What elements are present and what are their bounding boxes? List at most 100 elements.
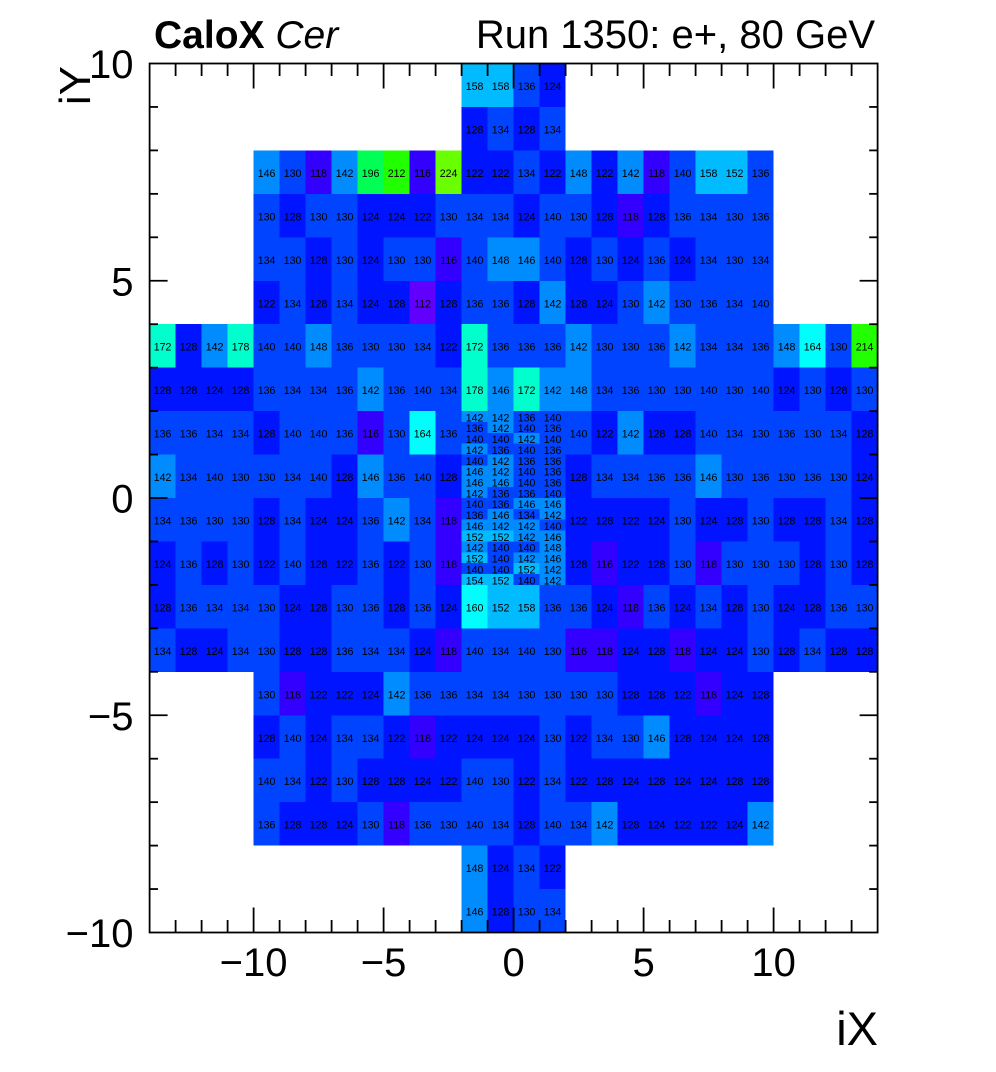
- svg-text:122: 122: [674, 820, 692, 832]
- svg-text:128: 128: [284, 211, 302, 223]
- svg-text:124: 124: [284, 602, 302, 614]
- svg-text:124: 124: [336, 820, 354, 832]
- svg-text:128: 128: [648, 429, 666, 441]
- svg-text:224: 224: [440, 168, 458, 180]
- svg-text:130: 130: [674, 559, 692, 571]
- svg-text:124: 124: [726, 646, 744, 658]
- svg-text:142: 142: [492, 521, 510, 533]
- svg-text:178: 178: [232, 342, 250, 354]
- svg-text:142: 142: [544, 575, 562, 587]
- svg-text:130: 130: [726, 559, 744, 571]
- svg-text:128: 128: [570, 298, 588, 310]
- svg-text:172: 172: [518, 385, 536, 397]
- svg-text:142: 142: [388, 516, 406, 528]
- svg-text:124: 124: [492, 733, 510, 745]
- svg-text:142: 142: [570, 342, 588, 354]
- svg-text:140: 140: [284, 342, 302, 354]
- svg-text:136: 136: [700, 298, 718, 310]
- svg-text:130: 130: [258, 646, 276, 658]
- svg-text:130: 130: [674, 385, 692, 397]
- svg-text:10: 10: [89, 43, 134, 87]
- svg-text:130: 130: [336, 776, 354, 788]
- svg-text:142: 142: [544, 510, 562, 522]
- svg-text:128: 128: [648, 211, 666, 223]
- svg-text:142: 142: [622, 168, 640, 180]
- svg-text:124: 124: [778, 385, 796, 397]
- svg-text:128: 128: [622, 820, 640, 832]
- svg-text:136: 136: [180, 602, 198, 614]
- svg-text:128: 128: [258, 733, 276, 745]
- svg-text:134: 134: [622, 472, 640, 484]
- svg-text:136: 136: [492, 342, 510, 354]
- svg-text:CaloX Cer: CaloX Cer: [154, 14, 340, 57]
- svg-text:128: 128: [570, 255, 588, 267]
- svg-text:130: 130: [440, 820, 458, 832]
- svg-text:140: 140: [752, 385, 770, 397]
- svg-text:130: 130: [752, 646, 770, 658]
- svg-text:118: 118: [674, 646, 691, 658]
- svg-text:130: 130: [570, 211, 588, 223]
- svg-text:124: 124: [726, 689, 744, 701]
- svg-text:140: 140: [518, 478, 536, 490]
- svg-text:146: 146: [362, 472, 380, 484]
- svg-text:124: 124: [336, 516, 354, 528]
- svg-text:134: 134: [440, 385, 458, 397]
- svg-text:130: 130: [414, 559, 432, 571]
- svg-text:158: 158: [466, 81, 484, 93]
- svg-text:124: 124: [856, 472, 874, 484]
- svg-text:140: 140: [284, 733, 302, 745]
- svg-text:134: 134: [544, 907, 562, 919]
- svg-text:146: 146: [648, 733, 666, 745]
- svg-text:136: 136: [492, 445, 510, 457]
- svg-text:130: 130: [726, 255, 744, 267]
- svg-text:142: 142: [544, 564, 562, 576]
- svg-text:130: 130: [232, 516, 250, 528]
- svg-text:128: 128: [310, 646, 328, 658]
- svg-text:134: 134: [362, 733, 380, 745]
- svg-text:140: 140: [310, 429, 328, 441]
- svg-text:130: 130: [440, 211, 458, 223]
- svg-text:212: 212: [388, 168, 406, 180]
- svg-text:128: 128: [570, 559, 588, 571]
- svg-text:116: 116: [414, 168, 431, 180]
- svg-text:136: 136: [674, 211, 692, 223]
- svg-text:118: 118: [700, 559, 717, 571]
- svg-text:122: 122: [440, 733, 458, 745]
- svg-text:130: 130: [856, 385, 874, 397]
- svg-text:128: 128: [726, 776, 744, 788]
- svg-text:146: 146: [492, 385, 510, 397]
- svg-text:0: 0: [502, 941, 524, 985]
- svg-text:124: 124: [206, 646, 224, 658]
- svg-text:146: 146: [544, 499, 562, 511]
- svg-text:128: 128: [284, 646, 302, 658]
- svg-text:128: 128: [778, 646, 796, 658]
- svg-text:128: 128: [596, 776, 614, 788]
- svg-text:130: 130: [752, 429, 770, 441]
- svg-text:128: 128: [310, 298, 328, 310]
- svg-text:134: 134: [752, 255, 770, 267]
- svg-text:124: 124: [414, 646, 432, 658]
- svg-text:142: 142: [388, 689, 406, 701]
- svg-text:134: 134: [700, 211, 718, 223]
- svg-text:142: 142: [648, 298, 666, 310]
- svg-text:152: 152: [466, 554, 484, 566]
- svg-text:140: 140: [258, 776, 276, 788]
- svg-text:134: 134: [726, 342, 744, 354]
- svg-text:124: 124: [648, 516, 666, 528]
- svg-text:142: 142: [518, 554, 536, 566]
- svg-text:136: 136: [492, 499, 510, 511]
- svg-text:124: 124: [622, 776, 640, 788]
- svg-text:134: 134: [492, 689, 510, 701]
- svg-text:140: 140: [518, 646, 536, 658]
- svg-text:142: 142: [674, 342, 692, 354]
- svg-text:136: 136: [518, 412, 536, 424]
- svg-text:136: 136: [570, 602, 588, 614]
- svg-text:140: 140: [518, 467, 536, 479]
- svg-text:136: 136: [154, 429, 172, 441]
- svg-text:142: 142: [544, 385, 562, 397]
- svg-text:128: 128: [648, 646, 666, 658]
- svg-text:128: 128: [752, 776, 770, 788]
- svg-text:118: 118: [310, 168, 327, 180]
- svg-text:128: 128: [310, 255, 328, 267]
- svg-text:140: 140: [466, 255, 484, 267]
